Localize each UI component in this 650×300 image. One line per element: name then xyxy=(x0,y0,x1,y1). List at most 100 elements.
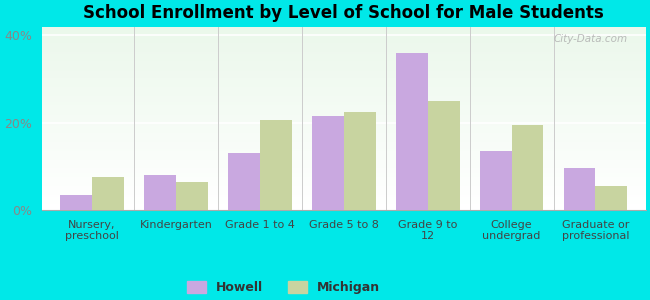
Bar xyxy=(512,125,543,210)
Bar xyxy=(8,160,650,162)
Bar xyxy=(8,61,650,63)
Bar xyxy=(8,205,650,206)
Bar xyxy=(8,169,650,172)
Bar xyxy=(8,100,650,102)
Bar xyxy=(8,206,650,208)
Bar xyxy=(8,28,650,30)
Bar xyxy=(8,43,650,45)
Bar xyxy=(8,94,650,96)
Bar xyxy=(8,194,650,195)
Bar xyxy=(8,148,650,149)
Bar xyxy=(8,177,650,179)
Bar xyxy=(8,30,650,32)
Bar xyxy=(8,49,650,50)
Bar xyxy=(8,105,650,107)
Bar xyxy=(8,116,650,118)
Bar xyxy=(8,199,650,201)
Bar xyxy=(8,124,650,126)
Bar xyxy=(8,87,650,89)
Bar xyxy=(8,179,650,181)
Bar xyxy=(8,201,650,203)
Bar xyxy=(8,113,650,115)
Bar xyxy=(428,101,460,210)
Bar xyxy=(8,162,650,164)
Bar xyxy=(60,195,92,210)
Bar xyxy=(8,70,650,72)
Bar xyxy=(8,120,650,122)
Bar xyxy=(8,173,650,175)
Bar xyxy=(595,186,627,210)
Bar xyxy=(8,138,650,140)
Bar xyxy=(8,72,650,74)
Bar xyxy=(344,112,376,210)
Bar xyxy=(228,153,260,210)
Bar xyxy=(8,168,650,169)
Bar xyxy=(8,47,650,49)
Bar xyxy=(8,118,650,120)
Bar xyxy=(8,78,650,80)
Bar xyxy=(8,159,650,161)
Bar xyxy=(8,157,650,159)
Bar xyxy=(8,155,650,157)
Bar xyxy=(8,34,650,36)
Bar xyxy=(8,59,650,62)
Bar xyxy=(8,56,650,58)
Bar xyxy=(8,111,650,113)
Bar xyxy=(396,53,428,210)
Bar xyxy=(260,120,292,210)
Bar xyxy=(8,36,650,38)
Bar xyxy=(8,67,650,69)
Bar xyxy=(8,129,650,131)
Bar xyxy=(8,54,650,56)
Bar xyxy=(8,197,650,199)
Bar xyxy=(8,91,650,93)
Bar xyxy=(176,182,208,210)
Bar xyxy=(8,192,650,194)
Bar xyxy=(8,26,650,28)
Bar xyxy=(8,122,650,124)
Legend: Howell, Michigan: Howell, Michigan xyxy=(182,275,385,299)
Bar xyxy=(8,181,650,182)
Bar xyxy=(8,172,650,173)
Bar xyxy=(8,76,650,78)
Bar xyxy=(8,50,650,52)
Bar xyxy=(564,169,595,210)
Bar xyxy=(8,32,650,34)
Bar xyxy=(8,182,650,184)
Title: School Enrollment by Level of School for Male Students: School Enrollment by Level of School for… xyxy=(83,4,604,22)
Bar xyxy=(8,131,650,133)
Bar xyxy=(144,175,176,210)
Bar xyxy=(8,203,650,205)
Bar xyxy=(8,93,650,94)
Bar xyxy=(8,85,650,87)
Bar xyxy=(8,195,650,197)
Bar xyxy=(8,126,650,127)
Bar xyxy=(8,39,650,41)
Bar xyxy=(8,151,650,153)
Bar xyxy=(312,116,344,210)
Bar xyxy=(8,190,650,192)
Bar xyxy=(8,98,650,100)
Bar xyxy=(8,144,650,146)
Bar xyxy=(8,82,650,83)
Bar xyxy=(8,80,650,82)
Bar xyxy=(8,175,650,177)
Bar xyxy=(8,38,650,39)
Bar xyxy=(8,186,650,188)
Bar xyxy=(8,41,650,43)
Bar xyxy=(8,136,650,138)
Bar xyxy=(8,96,650,98)
Bar xyxy=(8,164,650,166)
Bar xyxy=(480,151,512,210)
Bar xyxy=(8,58,650,59)
Bar xyxy=(8,208,650,210)
Bar xyxy=(8,135,650,137)
Bar xyxy=(8,142,650,144)
Bar xyxy=(8,63,650,65)
Bar xyxy=(8,89,650,91)
Bar xyxy=(8,184,650,186)
Bar xyxy=(8,103,650,105)
Bar xyxy=(8,128,650,129)
Bar xyxy=(8,52,650,54)
Text: City-Data.com: City-Data.com xyxy=(554,34,628,44)
